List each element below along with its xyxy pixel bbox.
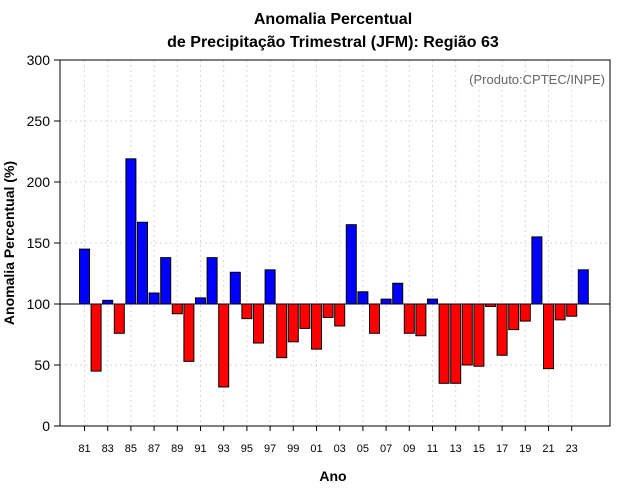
y-axis: 0 50 100 150 200 250 300 [27,52,60,434]
bar-24 [577,269,589,305]
bar-91 [195,297,206,305]
bar-97 [264,269,276,305]
bar-22 [554,303,566,321]
bar-92 [206,257,218,305]
bar-02 [322,303,334,318]
bar-00 [299,303,311,329]
x-tick-label: 85 [125,443,137,455]
y-tick-label: 50 [34,357,50,373]
bar-98 [276,303,288,359]
y-axis-title: Anomalia Percentual (%) [1,161,17,325]
x-tick-label: 13 [450,443,462,455]
y-tick-label: 100 [27,296,51,312]
y-tick-label: 300 [27,52,51,68]
x-tick-label: 91 [194,443,206,455]
bar-94 [229,271,241,305]
x-tick-label: 21 [542,443,554,455]
x-tick-label: 99 [287,443,299,455]
x-tick-label: 17 [496,443,508,455]
y-tick-label: 200 [27,174,51,190]
bar-90 [183,303,195,362]
bar-88 [160,257,172,305]
bar-82 [90,303,102,372]
y-tick-label: 0 [42,418,50,434]
bar-06 [369,303,380,334]
bar-87 [148,292,160,305]
bar-17 [496,303,508,356]
grid-lines [60,60,610,426]
x-tick-label: 83 [102,443,114,455]
x-tick-label: 03 [334,443,346,455]
bar-08 [392,282,404,305]
x-tick-label: 87 [148,443,160,455]
bar-93 [218,303,230,388]
x-axis-title: Ano [319,468,346,484]
bar-96 [253,303,264,344]
x-tick-label: 95 [241,443,253,455]
bar-03 [334,303,346,327]
bar-20 [531,236,543,305]
y-tick-label: 150 [27,235,51,251]
bar-99 [287,303,299,343]
bar-89 [171,303,183,315]
bar-11 [427,298,438,305]
bar-05 [357,291,369,305]
bar-13 [450,303,462,384]
bar-18 [508,303,520,331]
bar-15 [473,303,485,367]
x-tick-label: 81 [78,443,90,455]
bar-19 [519,303,531,322]
credit-text: (Produto:CPTEC/INPE) [469,72,605,87]
bar-21 [543,303,554,370]
y-tick-label: 250 [27,113,51,129]
bar-81 [79,248,90,305]
bar-01 [311,303,322,350]
x-tick-label: 11 [427,443,438,455]
x-axis: 81 83 85 87 89 91 93 95 97 99 01 03 05 07 09 11 13 15 17 19… [78,426,578,455]
bar-85 [125,158,137,305]
x-tick-label: 93 [218,443,230,455]
bar-07 [380,298,392,305]
x-tick-label: 07 [380,443,392,455]
bar-09 [403,303,415,334]
x-tick-label: 01 [310,443,322,455]
x-tick-label: 15 [473,443,485,455]
bar-12 [438,303,450,384]
bar-04 [345,224,357,305]
bar-23 [566,303,578,317]
bars [79,158,589,388]
x-tick-label: 97 [264,443,276,455]
x-tick-label: 23 [566,443,578,455]
x-tick-label: 19 [519,443,531,455]
x-tick-label: 89 [171,443,183,455]
bar-14 [461,303,473,366]
x-tick-label: 09 [403,443,415,455]
bar-86 [137,221,148,305]
bar-83 [102,299,114,305]
bar-10 [415,303,427,337]
chart-subtitle: de Precipitação Trimestral (JFM): Região… [167,34,499,51]
bar-95 [241,303,253,320]
x-tick-label: 05 [357,443,369,455]
chart-title: Anomalia Percentual [254,11,412,28]
bar-84 [113,303,125,334]
